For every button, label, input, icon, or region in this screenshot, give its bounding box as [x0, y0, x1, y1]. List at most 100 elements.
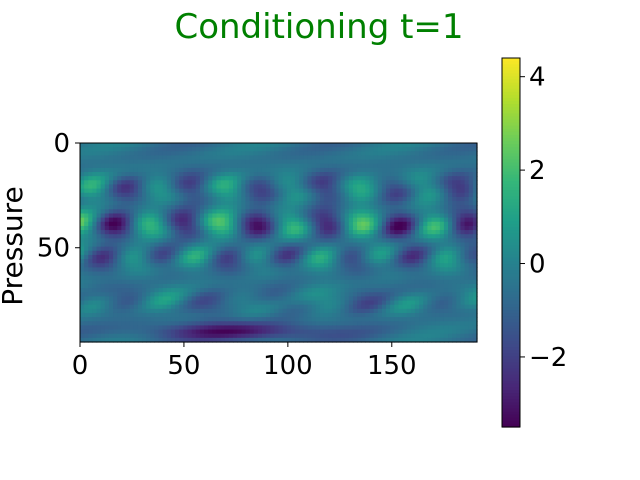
heatmap-cell: [113, 246, 118, 252]
heatmap-cell: [398, 234, 404, 239]
heatmap-cell: [377, 321, 383, 327]
heatmap-cell: [121, 250, 127, 256]
heatmap-cell: [406, 271, 412, 277]
heatmap-cell: [220, 296, 226, 302]
heatmap-cell: [452, 308, 457, 314]
heatmap-cell: [133, 209, 139, 215]
heatmap-cell: [406, 213, 412, 219]
heatmap-cell: [224, 147, 230, 152]
heatmap-cell: [257, 321, 263, 327]
heatmap-cell: [170, 329, 176, 335]
heatmap-cell: [472, 312, 478, 318]
heatmap-cell: [435, 201, 441, 206]
heatmap-cell: [365, 163, 371, 169]
heatmap-cell: [121, 312, 127, 318]
heatmap-cell: [274, 188, 280, 194]
heatmap-cell: [195, 159, 201, 165]
heatmap-cell: [472, 300, 478, 306]
heatmap-cell: [170, 205, 176, 210]
heatmap-cell: [390, 333, 395, 339]
heatmap-cell: [266, 225, 271, 231]
heatmap-cell: [237, 184, 242, 190]
heatmap-cell: [253, 296, 259, 302]
heatmap-cell: [443, 292, 449, 297]
heatmap-cell: [377, 180, 383, 186]
heatmap-cell: [142, 167, 147, 173]
colorbar-segment: [502, 128, 520, 133]
heatmap-cell: [394, 201, 400, 206]
heatmap-cell: [129, 259, 135, 264]
heatmap-cell: [278, 238, 284, 244]
heatmap-cell: [435, 271, 441, 277]
heatmap-cell: [365, 246, 371, 252]
heatmap-cell: [195, 317, 201, 322]
heatmap-cell: [406, 288, 412, 293]
heatmap-cell: [452, 225, 457, 231]
heatmap-cell: [319, 333, 325, 339]
heatmap-cell: [154, 317, 160, 322]
heatmap-cell: [377, 288, 383, 293]
heatmap-cell: [456, 176, 462, 181]
heatmap-cell: [92, 238, 98, 244]
heatmap-cell: [137, 325, 143, 331]
heatmap-cell: [108, 167, 114, 173]
heatmap-cell: [274, 329, 280, 335]
heatmap-cell: [133, 317, 139, 322]
heatmap-cell: [427, 304, 433, 310]
heatmap-cell: [365, 279, 371, 285]
heatmap-cell: [146, 254, 151, 260]
heatmap-cell: [315, 230, 321, 235]
heatmap-cell: [443, 259, 449, 264]
heatmap-cell: [361, 176, 366, 181]
heatmap-cell: [340, 304, 346, 310]
heatmap-cell: [96, 308, 102, 314]
heatmap-cell: [336, 225, 342, 231]
heatmap-cell: [448, 312, 453, 318]
heatmap-cell: [439, 167, 445, 173]
heatmap-cell: [179, 288, 184, 293]
heatmap-cell: [295, 242, 300, 248]
heatmap-cell: [398, 325, 404, 331]
heatmap-cell: [216, 242, 222, 248]
heatmap-cell: [212, 159, 218, 165]
heatmap-cell: [237, 250, 242, 256]
colorbar-segment: [502, 61, 520, 65]
heatmap-cell: [323, 201, 329, 206]
heatmap-cell: [195, 288, 201, 293]
heatmap-cell: [344, 167, 350, 173]
colorbar-segment: [502, 193, 520, 197]
heatmap-cell: [406, 217, 412, 223]
heatmap-cell: [84, 196, 89, 202]
heatmap-cell: [257, 312, 263, 318]
heatmap-cell: [427, 292, 433, 297]
heatmap-cell: [315, 176, 321, 181]
heatmap-cell: [154, 333, 160, 339]
heatmap-cell: [274, 230, 280, 235]
heatmap-cell: [257, 159, 263, 165]
heatmap-cell: [472, 221, 478, 227]
heatmap-cell: [332, 163, 337, 169]
heatmap-cell: [142, 288, 147, 293]
heatmap-cell: [386, 180, 391, 186]
heatmap-cell: [423, 271, 428, 277]
heatmap-cell: [299, 184, 304, 190]
heatmap-cell: [191, 267, 197, 273]
heatmap-cell: [282, 267, 288, 273]
heatmap-cell: [282, 196, 288, 202]
heatmap-cell: [373, 259, 379, 264]
heatmap-cell: [332, 188, 337, 194]
heatmap-cell: [175, 250, 180, 256]
heatmap-cell: [241, 333, 247, 339]
heatmap-cell: [472, 333, 478, 339]
heatmap-cell: [220, 209, 226, 215]
heatmap-cell: [100, 155, 106, 161]
heatmap-cell: [204, 337, 209, 343]
heatmap-cell: [435, 172, 441, 177]
heatmap-cell: [311, 213, 317, 219]
heatmap-cell: [208, 312, 213, 318]
colorbar-segment: [502, 141, 520, 145]
heatmap-cell: [261, 230, 267, 235]
heatmap-cell: [224, 196, 230, 202]
heatmap-cell: [133, 283, 139, 289]
heatmap-cell: [228, 271, 234, 277]
